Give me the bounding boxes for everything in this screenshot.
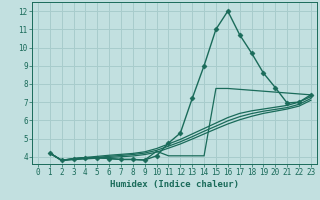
X-axis label: Humidex (Indice chaleur): Humidex (Indice chaleur) (110, 180, 239, 189)
